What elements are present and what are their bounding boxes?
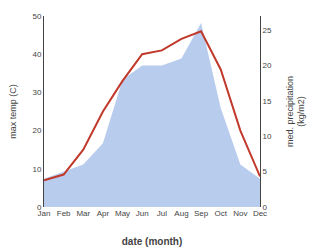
- svg-text:Nov: Nov: [233, 209, 247, 218]
- svg-text:20: 20: [32, 126, 41, 135]
- svg-text:20: 20: [263, 61, 272, 70]
- svg-text:0: 0: [263, 203, 268, 212]
- svg-text:Oct: Oct: [215, 209, 228, 218]
- svg-text:30: 30: [32, 88, 41, 97]
- svg-text:40: 40: [32, 50, 41, 59]
- svg-text:Dec: Dec: [253, 209, 267, 218]
- svg-text:50: 50: [32, 12, 41, 21]
- svg-text:Jul: Jul: [157, 209, 167, 218]
- svg-text:Sep: Sep: [194, 209, 209, 218]
- svg-text:date (month): date (month): [122, 236, 183, 247]
- svg-text:0: 0: [37, 203, 42, 212]
- svg-text:10: 10: [32, 165, 41, 174]
- svg-text:5: 5: [263, 167, 268, 176]
- svg-text:Aug: Aug: [174, 209, 188, 218]
- svg-text:10: 10: [263, 132, 272, 141]
- svg-text:Jan: Jan: [38, 209, 51, 218]
- svg-text:Jun: Jun: [136, 209, 149, 218]
- svg-text:med. precipitation(kg/m2): med. precipitation(kg/m2): [285, 76, 307, 147]
- svg-text:Apr: Apr: [97, 209, 110, 218]
- svg-text:max temp (C): max temp (C): [8, 84, 18, 139]
- svg-text:25: 25: [263, 26, 272, 35]
- svg-text:Feb: Feb: [57, 209, 71, 218]
- svg-text:Mar: Mar: [76, 209, 90, 218]
- svg-text:15: 15: [263, 97, 272, 106]
- svg-text:May: May: [115, 209, 130, 218]
